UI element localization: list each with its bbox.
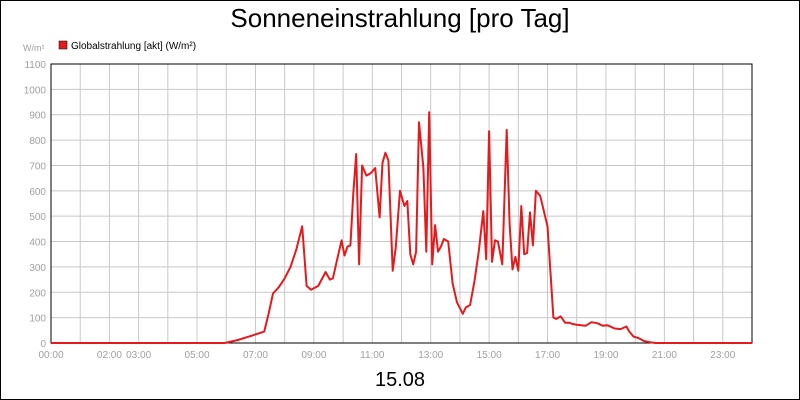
x-tick-label: 00:00 [38,350,63,361]
x-tick-label: 15:00 [477,350,502,361]
series-line [51,111,752,344]
legend: Globalstrahlung [akt] (W/m²) [58,40,196,52]
axis-ticks: 0 100 200 300 400 500 600 700 800 900 1000 1100 00:0… [24,60,736,361]
chart-title: Sonneneinstrahlung [pro Tag] [230,3,570,33]
y-tick-label: 600 [29,187,46,198]
y-tick-label: 100 [29,314,46,325]
x-tick-label: 11:00 [360,350,385,361]
x-tick-label: 02:00 [97,350,122,361]
y-tick-label: 800 [29,136,46,147]
x-tick-label: 05:00 [185,350,210,361]
x-tick-label: 07:00 [243,350,268,361]
x-tick-label: 19:00 [593,350,618,361]
y-tick-label: 400 [29,238,46,249]
y-tick-label: 500 [29,212,46,223]
grid-lines [50,63,753,344]
x-tick-label: 09:00 [301,350,326,361]
legend-label: Globalstrahlung [akt] (W/m²) [71,41,196,52]
legend-swatch [58,40,68,50]
y-tick-label: 900 [29,111,46,122]
x-tick-label: 03:00 [126,350,151,361]
y-tick-label: 1100 [24,60,46,71]
plot-border [50,63,753,344]
y-tick-label: 700 [29,161,46,172]
y-tick-label: 300 [29,263,46,274]
y-tick-label: 200 [29,288,46,299]
series-layer [51,111,752,344]
x-tick-label: 13:00 [418,350,443,361]
y-tick-label: 0 [40,339,46,350]
x-tick-label: 21:00 [652,350,677,361]
x-tick-label: 23:00 [710,350,735,361]
y-tick-label: 1000 [24,85,47,96]
y-unit-label: W/m² [23,43,45,53]
chart-date-label: 15.08 [374,369,426,391]
x-tick-label: 17:00 [535,350,560,361]
